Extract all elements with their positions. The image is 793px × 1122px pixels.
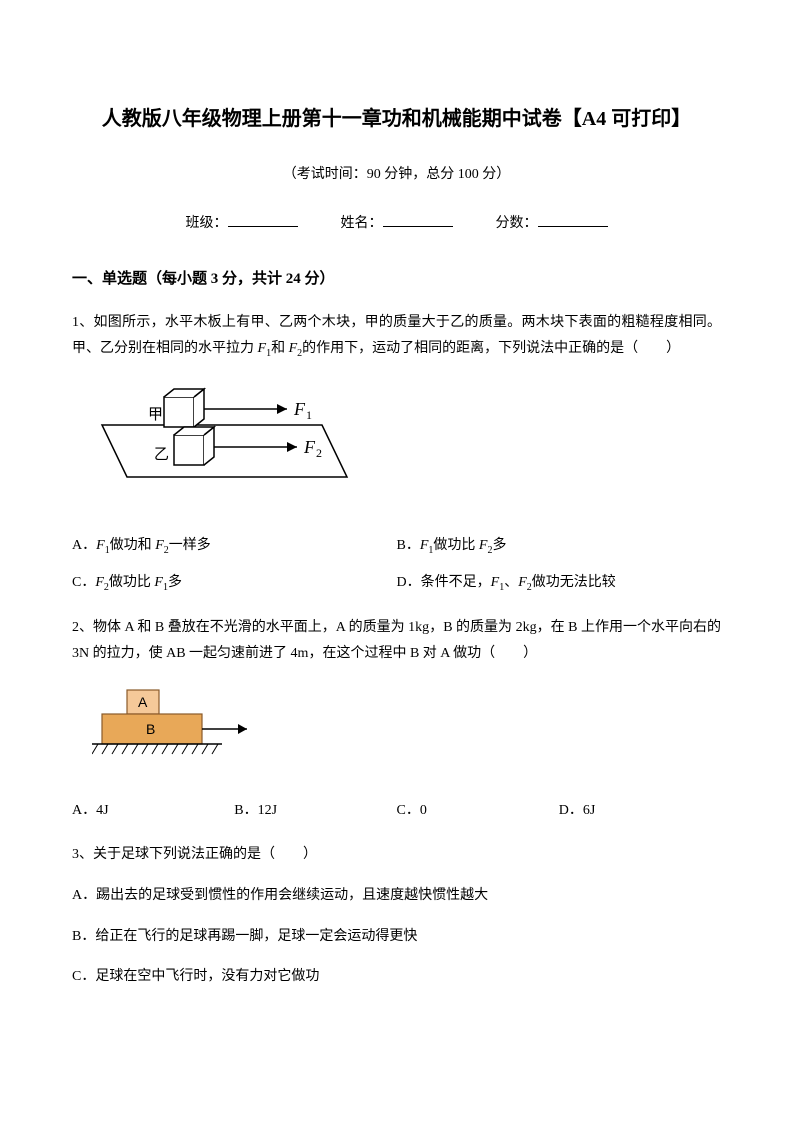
q2-figure: A B xyxy=(92,682,721,762)
q2-option-a: A．4J xyxy=(72,798,234,825)
q1-label-f2: F xyxy=(303,437,316,457)
q2-label-b: B xyxy=(146,721,155,737)
q1-label-f2-sub: 2 xyxy=(316,446,322,460)
exam-info: （考试时间：90 分钟，总分 100 分） xyxy=(72,162,721,189)
q1-label-f1: F xyxy=(293,399,306,419)
question-2: 2、物体 A 和 B 叠放在不光滑的水平面上，A 的质量为 1kg，B 的质量为… xyxy=(72,615,721,668)
q2-label-a: A xyxy=(138,694,148,710)
page-title: 人教版八年级物理上册第十一章功和机械能期中试卷【A4 可打印】 xyxy=(72,100,721,138)
q3-option-b: B．给正在飞行的足球再踢一脚，足球一定会运动得更快 xyxy=(72,924,721,951)
question-1: 1、如图所示，水平木板上有甲、乙两个木块，甲的质量大于乙的质量。两木块下表面的粗… xyxy=(72,310,721,363)
q3-option-c: C．足球在空中飞行时，没有力对它做功 xyxy=(72,964,721,991)
q1-text-c: 的作用下，运动了相同的距离，下列说法中正确的是（ ） xyxy=(302,341,680,356)
q1-options-row-2: C．F2做功比 F1多 D．条件不足，F1、F2做功无法比较 xyxy=(72,570,721,597)
q1-option-a: A．F1做功和 F2一样多 xyxy=(72,533,397,560)
q2-options: A．4J B．12J C．0 D．6J xyxy=(72,798,721,825)
q1-figure: 甲 F 1 乙 F 2 xyxy=(92,377,721,497)
name-label: 姓名： xyxy=(341,216,383,231)
q1-text-b: 和 xyxy=(271,341,289,356)
score-label: 分数： xyxy=(496,216,538,231)
q1-option-d: D．条件不足，F1、F2做功无法比较 xyxy=(397,570,722,597)
q2-option-c: C．0 xyxy=(397,798,559,825)
q3-option-a: A．踢出去的足球受到惯性的作用会继续运动，且速度越快惯性越大 xyxy=(72,883,721,910)
q1-label-f1-sub: 1 xyxy=(306,408,312,422)
name-blank xyxy=(383,209,453,227)
q1-label-yi: 乙 xyxy=(154,447,169,463)
class-label: 班级： xyxy=(186,216,228,231)
q1-option-b: B．F1做功比 F2多 xyxy=(397,533,722,560)
student-info-row: 班级： 姓名： 分数： xyxy=(72,209,721,238)
q1-options-row-1: A．F1做功和 F2一样多 B．F1做功比 F2多 xyxy=(72,533,721,560)
q2-option-d: D．6J xyxy=(559,798,721,825)
q1-label-jia: 甲 xyxy=(148,407,163,423)
section-1-header: 一、单选题（每小题 3 分，共计 24 分） xyxy=(72,265,721,294)
score-blank xyxy=(538,209,608,227)
q1-option-c: C．F2做功比 F1多 xyxy=(72,570,397,597)
question-3: 3、关于足球下列说法正确的是（ ） xyxy=(72,842,721,869)
class-blank xyxy=(228,209,298,227)
q2-option-b: B．12J xyxy=(234,798,396,825)
